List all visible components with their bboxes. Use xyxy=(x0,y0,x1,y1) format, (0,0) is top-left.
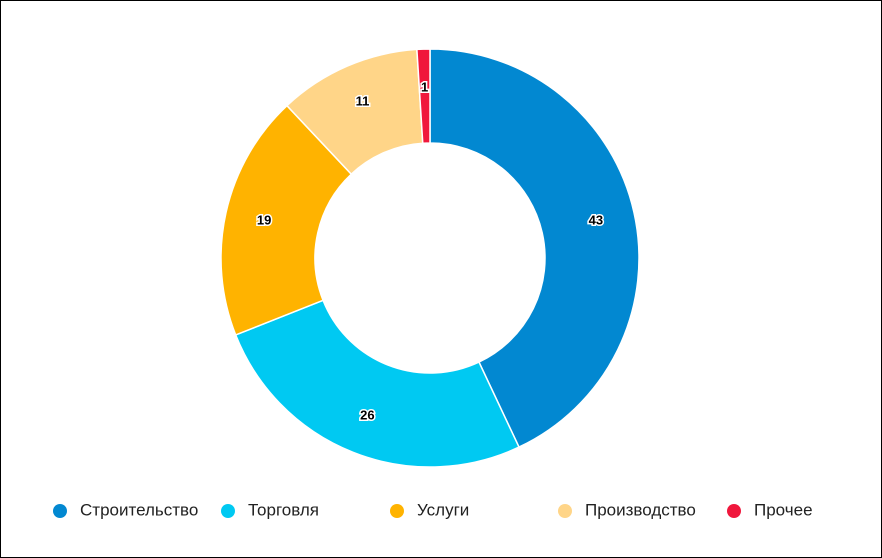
legend-marker xyxy=(727,504,741,518)
legend-label: Торговля xyxy=(248,500,319,519)
slice xyxy=(220,104,353,336)
data-label: 43 xyxy=(589,212,603,227)
legend-marker xyxy=(53,504,67,518)
legend-marker xyxy=(558,504,572,518)
legend-marker xyxy=(221,504,235,518)
legend-label: Строительство xyxy=(80,500,198,519)
slice xyxy=(416,48,431,145)
data-label: 11 xyxy=(356,93,370,108)
data-label: 19 xyxy=(257,212,271,227)
legend-label: Услуги xyxy=(417,500,469,519)
legend-marker xyxy=(390,504,404,518)
data-label: 26 xyxy=(360,407,374,422)
slice xyxy=(429,48,640,449)
legend-label: Прочее xyxy=(754,500,813,519)
data-label: 1 xyxy=(421,80,428,95)
legend-label: Производство xyxy=(585,500,696,519)
slice xyxy=(234,299,520,468)
